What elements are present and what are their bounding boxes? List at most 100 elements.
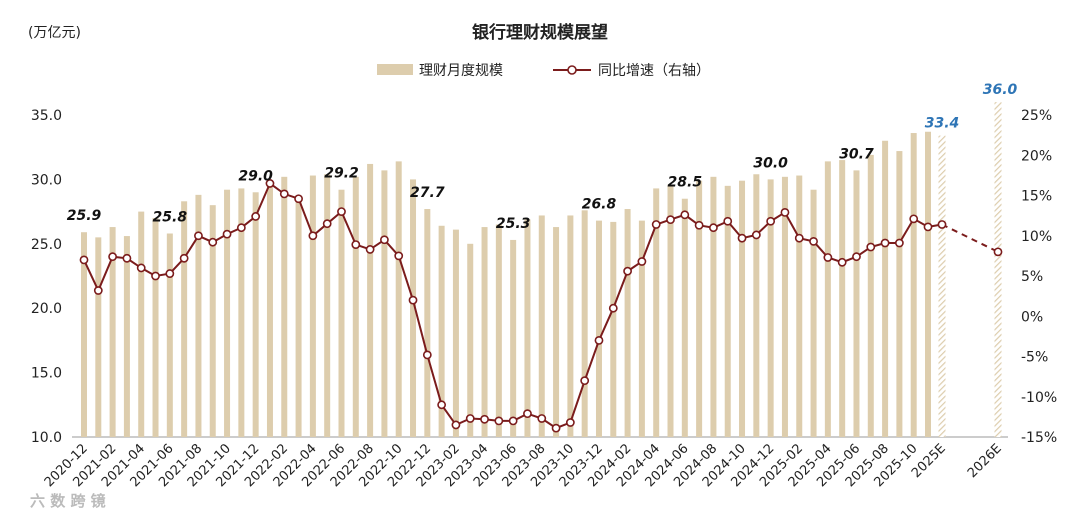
x-tick-label: 2026E bbox=[965, 441, 1005, 481]
yoy-point-2024-05 bbox=[666, 215, 675, 225]
yoy-point-2021-12 bbox=[251, 212, 261, 221]
yoy-point-2021-04 bbox=[136, 263, 146, 273]
forecast-bar-2025E bbox=[938, 135, 946, 437]
yoy-point-2021-03 bbox=[122, 253, 132, 263]
bar-2023-12 bbox=[595, 220, 602, 437]
bar-2022-04 bbox=[309, 175, 316, 437]
yoy-point-2024-09 bbox=[723, 216, 733, 226]
yoy-point-2025E bbox=[937, 220, 947, 229]
plot-area: 10.0 15.0 20.0 25.0 30.0 35.0 -15% -10% -5% 0% 5% 1… bbox=[31, 82, 1057, 490]
bar-2025-04 bbox=[824, 161, 831, 438]
bar-2024-04 bbox=[653, 188, 660, 437]
left-axis-tick: 35.0 bbox=[31, 108, 62, 124]
yoy-point-2025-03 bbox=[809, 236, 818, 246]
bar-2022-05 bbox=[324, 174, 331, 438]
bar-2024-09 bbox=[724, 185, 731, 437]
yoy-point-2025-07 bbox=[866, 242, 876, 252]
watermark: 六 数 跨 镜 bbox=[30, 492, 106, 510]
bar-2023-11 bbox=[581, 210, 588, 437]
yoy-point-2023-07 bbox=[523, 409, 532, 419]
yoy-point-2025-04 bbox=[823, 253, 833, 262]
left-axis-tick: 30.0 bbox=[31, 172, 62, 188]
yoy-point-2023-10 bbox=[565, 418, 575, 427]
yoy-point-2021-09 bbox=[208, 237, 218, 247]
yoy-point-2022-04 bbox=[308, 231, 318, 241]
yoy-point-2021-01 bbox=[93, 286, 103, 295]
data-label-2024-12: 30.0 bbox=[753, 155, 788, 171]
left-axis-tick: 15.0 bbox=[31, 366, 62, 382]
bar-2025-01 bbox=[781, 176, 788, 437]
data-label-2020-12: 25.9 bbox=[67, 208, 102, 224]
data-label-2023-12: 26.8 bbox=[582, 197, 617, 213]
yoy-point-2022-11 bbox=[408, 295, 418, 305]
bar-2022-10 bbox=[395, 161, 402, 438]
right-axis-tick: -15% bbox=[1021, 430, 1057, 446]
yoy-point-2026E bbox=[993, 247, 1003, 257]
yoy-point-2021-06 bbox=[165, 269, 175, 278]
yoy-point-2021-11 bbox=[236, 223, 246, 233]
yoy-point-2025-09 bbox=[894, 238, 904, 248]
bar-2021-07 bbox=[181, 201, 188, 437]
bar-2022-09 bbox=[381, 170, 388, 437]
right-axis-tick: 5% bbox=[1021, 269, 1043, 285]
bar-2024-07 bbox=[696, 180, 703, 438]
yoy-point-2022-10 bbox=[394, 251, 404, 261]
yoy-point-2025-10 bbox=[909, 214, 919, 224]
bar-2021-12 bbox=[252, 192, 259, 437]
yoy-point-2022-07 bbox=[351, 240, 361, 250]
yoy-point-2022-08 bbox=[365, 245, 375, 254]
bar-2023-01 bbox=[438, 225, 445, 437]
bar-2023-09 bbox=[553, 227, 560, 437]
right-axis-tick: 15% bbox=[1021, 189, 1052, 205]
bar-2023-06 bbox=[510, 239, 517, 437]
data-label-2021-06: 25.8 bbox=[153, 209, 188, 225]
left-axis-unit: (万亿元) bbox=[28, 25, 81, 41]
yoy-point-2023-01 bbox=[437, 400, 447, 410]
yoy-point-2025-11 bbox=[923, 222, 933, 232]
bar-2023-08 bbox=[538, 215, 545, 437]
yoy-point-2021-07 bbox=[179, 253, 189, 263]
bar-2021-08 bbox=[195, 194, 202, 437]
bar-2021-01 bbox=[95, 237, 102, 437]
bar-2021-02 bbox=[109, 227, 116, 437]
yoy-point-2024-10 bbox=[737, 233, 747, 243]
yoy-point-2024-08 bbox=[709, 223, 718, 233]
right-axis-tick: 10% bbox=[1021, 229, 1052, 245]
yoy-point-2025-01 bbox=[780, 208, 790, 217]
bar-2021-04 bbox=[138, 211, 145, 437]
yoy-point-2021-02 bbox=[108, 252, 118, 262]
yoy-point-2024-07 bbox=[694, 220, 704, 230]
bar-2024-01 bbox=[610, 221, 617, 437]
yoy-point-2023-04 bbox=[480, 414, 489, 424]
forecast-label-2025E: 33.4 bbox=[925, 116, 960, 132]
left-axis-tick: 25.0 bbox=[31, 237, 62, 253]
yoy-point-2022-06 bbox=[337, 207, 346, 216]
yoy-point-2025-08 bbox=[880, 238, 890, 248]
bar-2024-12 bbox=[767, 179, 774, 437]
bar-2021-05 bbox=[152, 218, 159, 437]
data-label-2021-12: 29.0 bbox=[238, 168, 273, 184]
right-axis-tick: 0% bbox=[1021, 309, 1043, 325]
bar-2022-02 bbox=[281, 176, 288, 437]
bar-2023-03 bbox=[467, 243, 474, 437]
yoy-point-2024-01 bbox=[608, 303, 618, 313]
yoy-point-2023-09 bbox=[551, 423, 561, 433]
yoy-point-2022-03 bbox=[294, 194, 303, 204]
legend-bar-label: 理财月度规模 bbox=[419, 63, 503, 79]
bar-2021-11 bbox=[238, 188, 245, 437]
bar-2023-07 bbox=[524, 219, 531, 437]
right-axis-tick: -5% bbox=[1021, 350, 1048, 366]
bar-2022-03 bbox=[295, 196, 302, 437]
yoy-point-2022-02 bbox=[279, 189, 289, 199]
yoy-point-2024-02 bbox=[623, 266, 632, 276]
yoy-point-2025-02 bbox=[794, 233, 804, 243]
yoy-point-2024-11 bbox=[751, 230, 761, 240]
bar-2023-04 bbox=[481, 227, 488, 437]
bar-2025-08 bbox=[882, 140, 889, 437]
yoy-point-2021-05 bbox=[151, 271, 160, 281]
legend: 理财月度规模 同比增速（右轴） bbox=[377, 63, 710, 79]
yoy-point-2024-03 bbox=[637, 257, 647, 266]
yoy-point-2024-12 bbox=[766, 216, 776, 226]
bar-2024-08 bbox=[710, 176, 717, 437]
bar-2021-06 bbox=[166, 233, 173, 437]
